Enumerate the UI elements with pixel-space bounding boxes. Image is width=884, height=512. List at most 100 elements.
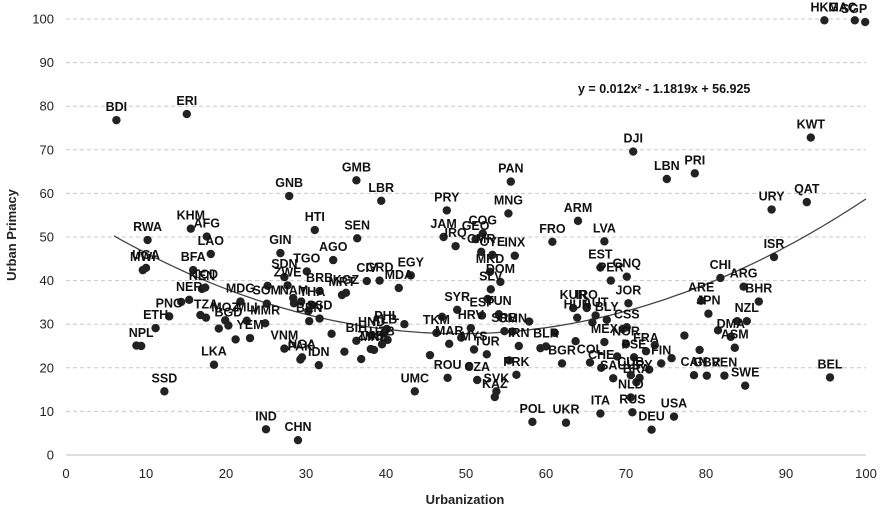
point-label: MEX [591,322,619,336]
point-label: FIN [651,343,671,357]
x-tick-labels: 0 10 20 30 40 50 60 70 80 90 100 [62,466,876,481]
data-point-bra [632,377,641,387]
data-point-per [606,276,615,285]
point-label: SSD [152,371,178,385]
data-point [304,306,313,316]
data-point [483,294,492,304]
x-tick-label: 50 [459,466,473,481]
point-label: SGP [841,2,867,16]
data-point-asm [730,343,739,352]
data-point-gin [276,248,285,258]
data-point-srb [500,326,509,336]
data-point-chn [293,435,303,445]
data-point-ita [596,409,605,418]
x-tick-label: 40 [379,466,393,481]
point-label: ETH [143,308,168,322]
point-label: UKR [552,403,579,417]
data-point-rwa [143,235,152,245]
data-point-mda [394,283,403,293]
data-point-ury [767,205,776,214]
data-point-pse [629,353,639,362]
point-label: MOZ [211,300,239,314]
data-point-kwt [806,133,815,142]
point-label: ASM [721,328,749,342]
data-point-qat [802,197,811,207]
data-point [505,356,514,365]
point-label: NGA [288,337,316,351]
point-label: MKD [476,252,504,266]
data-points [112,16,870,445]
point-label: NER [176,280,202,294]
point-label: KGZ [333,273,360,287]
data-point-fro [548,237,557,246]
point-label: MDG [226,282,255,296]
point-label: URY [627,358,654,372]
data-point-mkd [485,267,495,277]
point-label: SDN [271,257,297,271]
point-label: GIN [269,233,291,247]
data-point-mar [445,339,454,349]
data-point-syr [453,305,462,315]
data-point-jpn [704,309,713,318]
data-point-lka [209,360,219,369]
data-point-vnm [280,344,289,353]
data-point [214,324,223,333]
data-point-gbr [702,371,711,380]
data-point-nzl [742,316,751,326]
point-label: UZB [369,324,395,338]
point-label: SEN [344,218,370,232]
data-point-mac [850,16,859,25]
data-point-irq [451,241,460,251]
point-label: TUR [474,334,500,348]
data-point-kaz [490,392,499,402]
data-point-mex [600,337,609,347]
point-label: INX [504,236,526,250]
data-point-mng [504,209,513,218]
data-point-alb [380,328,389,337]
data-point-khm [186,224,195,233]
point-label: HTI [305,210,325,224]
data-point-swe [741,381,750,390]
data-point-bgr [557,359,567,368]
data-point-lva [600,237,609,246]
point-label: SWE [731,366,759,380]
point-label: JAM [430,217,456,231]
data-point-cza [473,375,482,385]
point-label: BHR [745,282,772,296]
point-label: CHN [284,420,311,434]
data-point-isr [769,252,779,262]
point-label: SOM [253,284,281,298]
data-point-omn [508,327,517,336]
point-label: BLR [533,326,559,340]
point-label: NOR [612,324,640,338]
point-label: NZL [735,301,760,315]
point-label: DEU [638,410,664,424]
point-label: UMC [401,371,429,385]
y-tick-label: 20 [40,360,54,375]
data-point [650,340,659,350]
point-label: LBR [368,181,394,195]
data-point-umc [410,387,419,396]
data-point-bel [825,373,835,382]
y-tick-label: 90 [40,55,54,70]
point-label: URY [759,190,786,204]
point-label: MAC [828,0,856,14]
data-point-mdg [236,297,245,306]
data-point-eth [151,323,160,333]
data-point-lbn [662,174,671,184]
point-label: GEO [462,219,490,233]
point-label: AUT [583,295,609,309]
point-label: NPL [129,326,154,340]
data-point-afg [202,232,211,241]
point-label: CHI [710,258,732,272]
data-point-iro [582,303,591,313]
x-tick-label: 30 [299,466,313,481]
point-label: CYE [480,235,506,249]
point-label: GMB [342,160,371,174]
data-point [231,335,240,344]
data-point-bdi [112,115,121,125]
x-tick-label: 90 [779,466,793,481]
data-point-jam [439,232,448,242]
point-label: AFG [194,217,220,231]
